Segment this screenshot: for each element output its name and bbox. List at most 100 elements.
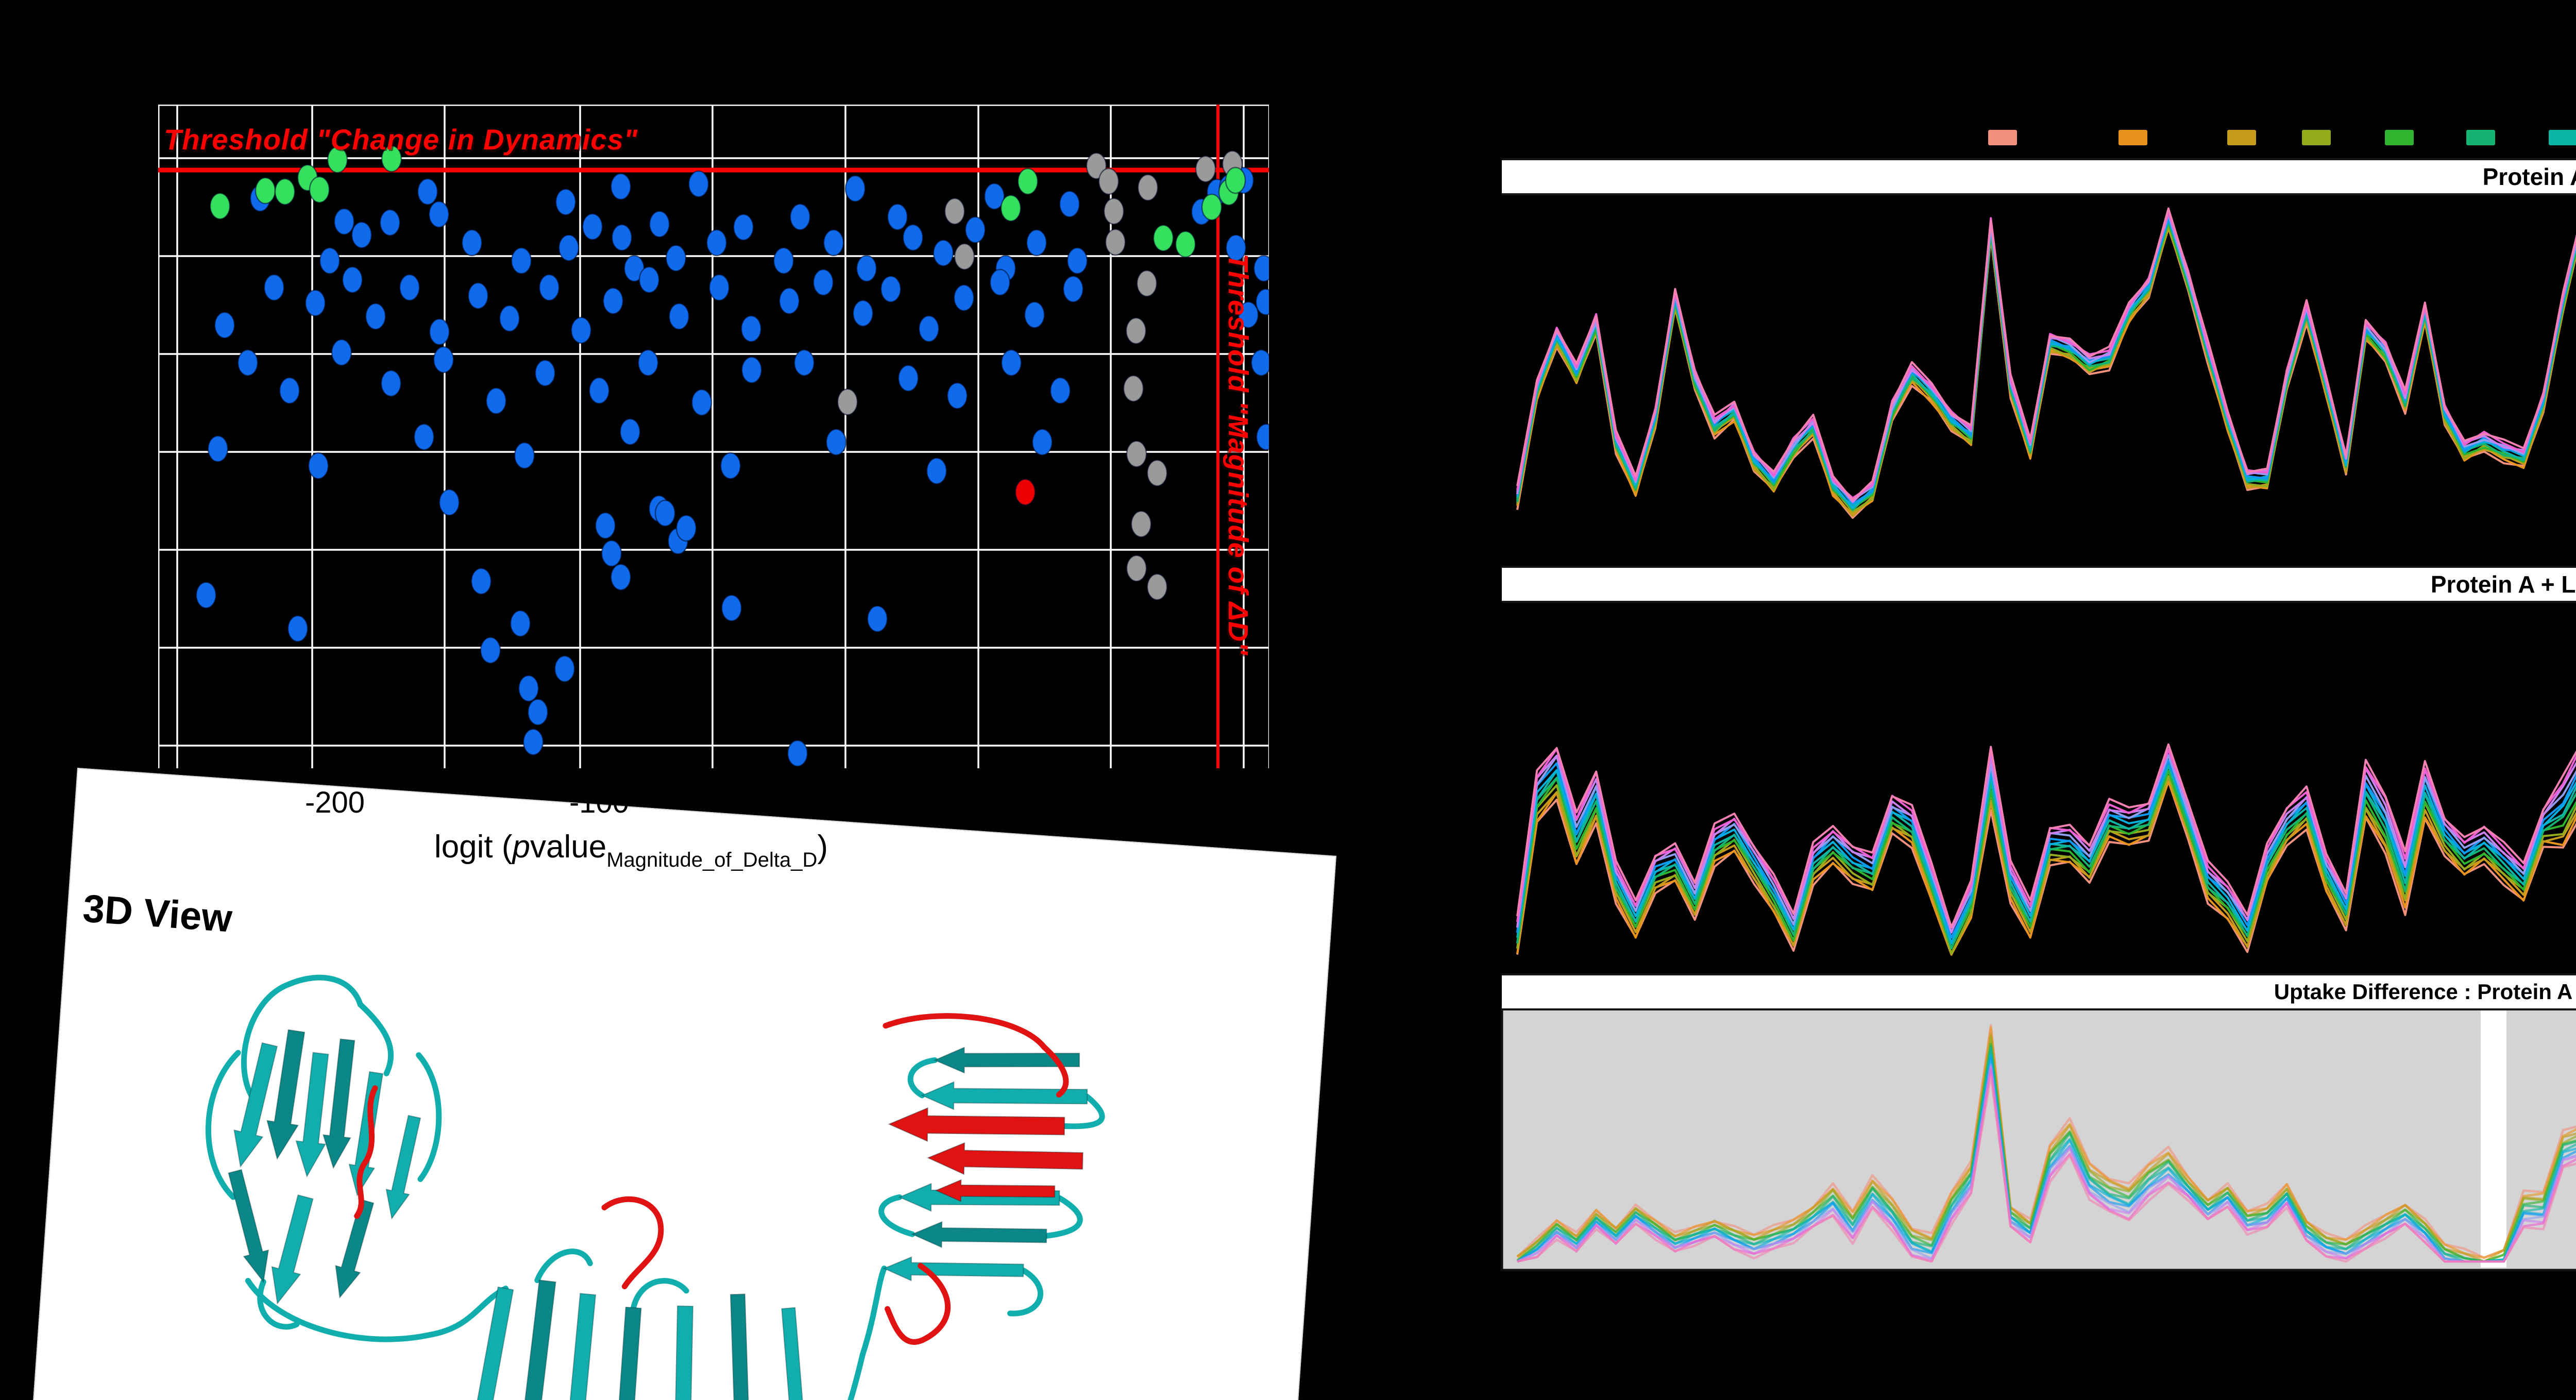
volcano-point-blue[interactable] bbox=[365, 302, 386, 330]
volcano-point-gray[interactable] bbox=[1126, 554, 1147, 582]
series-line-uptake_difference-10[interactable] bbox=[1517, 1063, 2576, 1263]
volcano-point-blue[interactable] bbox=[438, 488, 460, 516]
volcano-plot[interactable]: Threshold "Change in Dynamics" Threshold… bbox=[0, 0, 1391, 876]
volcano-point-blue[interactable] bbox=[588, 377, 610, 404]
volcano-point-blue[interactable] bbox=[902, 224, 924, 251]
volcano-point-blue[interactable] bbox=[880, 275, 902, 303]
series-line-protein_a_ligand-12[interactable] bbox=[1516, 654, 2576, 928]
volcano-point-blue[interactable] bbox=[195, 581, 217, 609]
volcano-point-blue[interactable] bbox=[708, 274, 730, 301]
series-line-uptake_difference-7[interactable] bbox=[1516, 1047, 2576, 1263]
volcano-point-blue[interactable] bbox=[1225, 234, 1247, 262]
legend-swatch-series-2[interactable] bbox=[2119, 130, 2147, 145]
series-line-uptake_difference-12[interactable] bbox=[1517, 1068, 2576, 1263]
volcano-point-green[interactable] bbox=[1225, 166, 1246, 194]
volcano-point-blue[interactable] bbox=[984, 182, 1005, 210]
volcano-point-blue[interactable] bbox=[538, 274, 560, 301]
volcano-point-blue[interactable] bbox=[304, 289, 326, 317]
volcano-point-blue[interactable] bbox=[852, 299, 874, 327]
volcano-point-blue[interactable] bbox=[721, 594, 742, 622]
volcano-point-blue[interactable] bbox=[668, 302, 690, 330]
volcano-point-blue[interactable] bbox=[1238, 301, 1259, 329]
legend-swatch-series-4[interactable] bbox=[2302, 130, 2331, 145]
volcano-point-blue[interactable] bbox=[417, 178, 438, 206]
volcano-point-blue[interactable] bbox=[789, 203, 811, 231]
volcano-point-blue[interactable] bbox=[207, 435, 229, 463]
volcano-point-blue[interactable] bbox=[214, 311, 235, 339]
volcano-point-gray[interactable] bbox=[1146, 459, 1168, 487]
volcano-point-blue[interactable] bbox=[610, 563, 632, 591]
volcano-point-blue[interactable] bbox=[237, 349, 259, 377]
volcano-point-blue[interactable] bbox=[351, 221, 372, 249]
volcano-point-blue[interactable] bbox=[611, 224, 633, 251]
volcano-point-blue[interactable] bbox=[665, 244, 687, 272]
volcano-point-blue[interactable] bbox=[380, 369, 402, 397]
volcano-point-blue[interactable] bbox=[433, 346, 454, 374]
legend-swatch-series-3[interactable] bbox=[2227, 130, 2256, 145]
volcano-point-blue[interactable] bbox=[287, 615, 309, 643]
volcano-point-blue[interactable] bbox=[638, 266, 660, 294]
volcano-point-blue[interactable] bbox=[918, 315, 940, 343]
volcano-point-blue[interactable] bbox=[558, 234, 580, 262]
volcano-point-blue[interactable] bbox=[1059, 190, 1080, 218]
volcano-point-blue[interactable] bbox=[741, 356, 762, 384]
volcano-point-blue[interactable] bbox=[787, 739, 808, 767]
volcano-point-blue[interactable] bbox=[1031, 428, 1053, 456]
volcano-point-blue[interactable] bbox=[319, 247, 341, 275]
volcano-point-blue[interactable] bbox=[793, 349, 815, 377]
volcano-point-gray[interactable] bbox=[1146, 573, 1168, 601]
volcano-point-gray[interactable] bbox=[1105, 228, 1126, 256]
volcano-point-blue[interactable] bbox=[1024, 301, 1045, 329]
volcano-point-blue[interactable] bbox=[331, 339, 352, 366]
volcano-point-blue[interactable] bbox=[773, 247, 794, 275]
volcano-point-green[interactable] bbox=[327, 146, 348, 174]
volcano-point-green[interactable] bbox=[1017, 167, 1039, 195]
series-line-protein_a-13[interactable] bbox=[1516, 207, 2576, 501]
volcano-point-blue[interactable] bbox=[1001, 349, 1022, 377]
volcano-point-green[interactable] bbox=[1153, 224, 1174, 252]
volcano-point-blue[interactable] bbox=[691, 389, 713, 416]
volcano-point-blue[interactable] bbox=[654, 499, 676, 527]
volcano-point-blue[interactable] bbox=[610, 173, 632, 200]
volcano-point-blue[interactable] bbox=[844, 175, 866, 203]
volcano-point-blue[interactable] bbox=[897, 364, 919, 392]
volcano-point-gray[interactable] bbox=[1123, 375, 1144, 402]
volcano-point-blue[interactable] bbox=[953, 284, 975, 312]
volcano-point-blue[interactable] bbox=[964, 216, 986, 244]
volcano-point-green[interactable] bbox=[274, 178, 296, 206]
volcano-point-blue[interactable] bbox=[470, 567, 492, 595]
series-line-protein_a-8[interactable] bbox=[1516, 215, 2576, 509]
volcano-point-blue[interactable] bbox=[480, 636, 501, 664]
volcano-point-blue[interactable] bbox=[308, 452, 329, 480]
volcano-point-gray[interactable] bbox=[837, 388, 858, 416]
volcano-point-blue[interactable] bbox=[413, 423, 435, 451]
volcano-point-blue[interactable] bbox=[467, 282, 489, 310]
legend-swatch-series-6[interactable] bbox=[2466, 130, 2495, 145]
volcano-point-blue[interactable] bbox=[1066, 247, 1088, 275]
volcano-point-blue[interactable] bbox=[428, 200, 450, 228]
volcano-point-blue[interactable] bbox=[499, 305, 520, 332]
volcano-point-blue[interactable] bbox=[601, 539, 622, 567]
volcano-point-blue[interactable] bbox=[602, 287, 624, 315]
volcano-point-blue[interactable] bbox=[279, 377, 300, 404]
volcano-point-gray[interactable] bbox=[1136, 269, 1158, 297]
volcano-point-blue[interactable] bbox=[1255, 288, 1269, 316]
volcano-point-gray[interactable] bbox=[1125, 317, 1147, 345]
legend-swatch-series-5[interactable] bbox=[2385, 130, 2414, 145]
line-chart-uptake_difference[interactable] bbox=[1516, 1024, 2576, 1263]
volcano-point-blue[interactable] bbox=[595, 512, 616, 539]
volcano-point-green[interactable] bbox=[1175, 230, 1196, 258]
series-line-uptake_difference-13[interactable] bbox=[1517, 1074, 2576, 1263]
volcano-point-blue[interactable] bbox=[555, 188, 577, 216]
volcano-point-blue[interactable] bbox=[720, 452, 741, 480]
volcano-point-blue[interactable] bbox=[933, 239, 954, 267]
volcano-point-red[interactable] bbox=[1014, 478, 1036, 506]
volcano-point-blue[interactable] bbox=[778, 287, 800, 315]
volcano-point-blue[interactable] bbox=[706, 229, 727, 257]
volcano-point-green[interactable] bbox=[381, 145, 402, 173]
volcano-point-blue[interactable] bbox=[429, 318, 450, 346]
volcano-point-gray[interactable] bbox=[1126, 440, 1147, 468]
volcano-point-blue[interactable] bbox=[989, 268, 1011, 296]
volcano-point-green[interactable] bbox=[1000, 194, 1022, 222]
uptake-charts-canvas[interactable] bbox=[1494, 124, 2576, 1298]
